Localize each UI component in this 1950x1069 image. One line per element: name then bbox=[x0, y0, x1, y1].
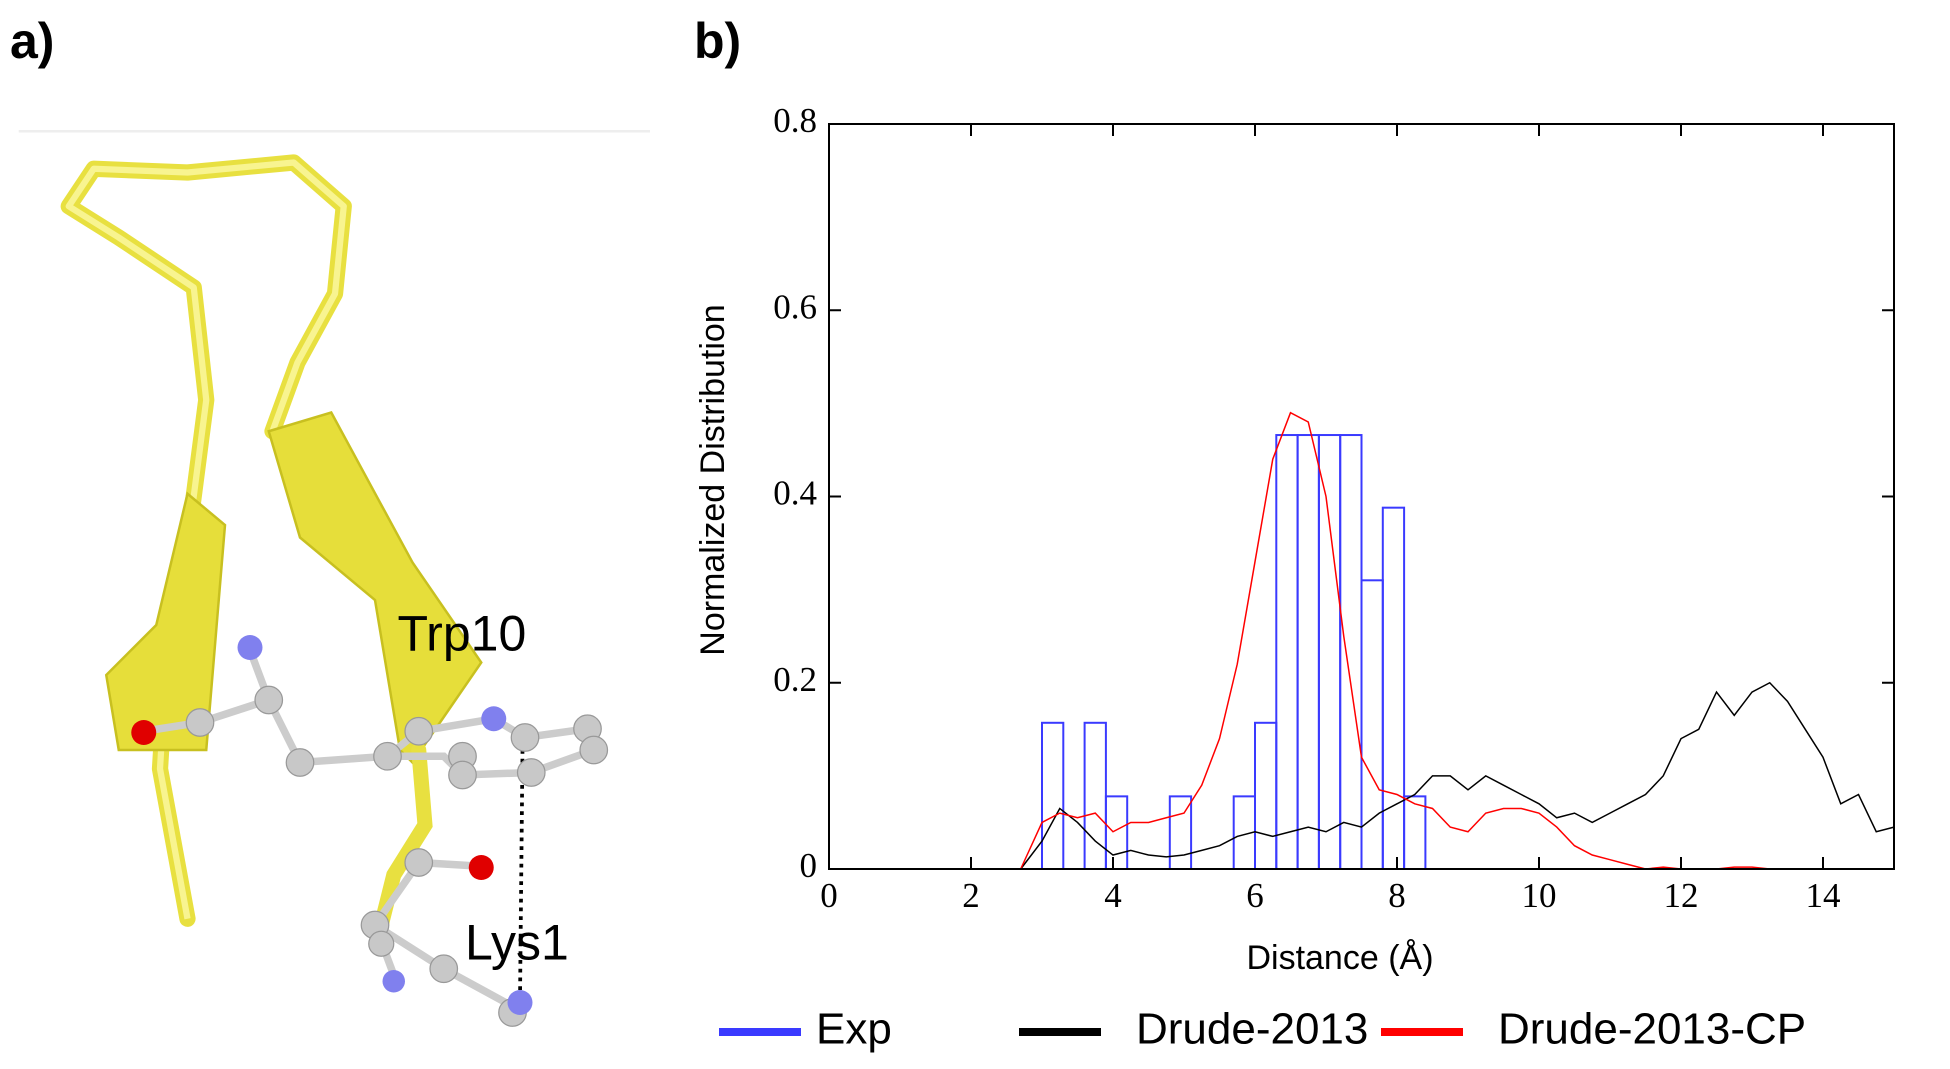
x-tick-label: 10 bbox=[1522, 876, 1557, 915]
histogram-bar bbox=[1254, 721, 1278, 871]
histogram-bar bbox=[1317, 434, 1342, 870]
panel-label: b) bbox=[694, 13, 741, 69]
histogram-bar bbox=[1339, 434, 1363, 870]
x-tick-label: 4 bbox=[1104, 876, 1122, 915]
y-axis-label: Normalized Distribution bbox=[694, 304, 732, 655]
y-tick-label: 0.6 bbox=[773, 287, 817, 326]
x-tick-label: 0 bbox=[820, 876, 838, 915]
x-tick-label: 6 bbox=[1246, 876, 1264, 915]
y-tick-label: 0.2 bbox=[773, 660, 817, 699]
panel-label: a) bbox=[10, 13, 54, 69]
y-tick-label: 0 bbox=[800, 846, 818, 885]
legend-label: Exp bbox=[816, 1005, 892, 1054]
x-axis-label: Distance (Å) bbox=[1246, 939, 1433, 977]
legend-label: Drude-2013 bbox=[1136, 1005, 1368, 1054]
annotation: Trp10 bbox=[398, 606, 527, 662]
molecule: Trp10 Lys1 bbox=[18, 130, 650, 1027]
histogram-bar bbox=[1041, 721, 1065, 871]
annotation: Lys1 bbox=[465, 914, 569, 970]
x-tick-label: 8 bbox=[1388, 876, 1406, 915]
x-tick-label: 12 bbox=[1664, 876, 1699, 915]
histogram-bar bbox=[1403, 795, 1427, 870]
histogram-bar bbox=[1296, 434, 1320, 870]
line bbox=[1020, 411, 1841, 870]
histogram-bar bbox=[1104, 795, 1129, 870]
y-tick-label: 0.4 bbox=[773, 474, 817, 513]
histogram-bar bbox=[1360, 579, 1384, 870]
histogram-bar bbox=[1275, 434, 1299, 870]
histogram-bar bbox=[1381, 506, 1406, 870]
y-tick-label: 0.8 bbox=[773, 101, 817, 140]
x-tick-label: 2 bbox=[962, 876, 980, 915]
line bbox=[1020, 681, 1895, 870]
x-tick-label: 14 bbox=[1806, 876, 1841, 915]
legend-label: Drude-2013-CP bbox=[1498, 1005, 1806, 1054]
plot-frame bbox=[828, 123, 1895, 870]
